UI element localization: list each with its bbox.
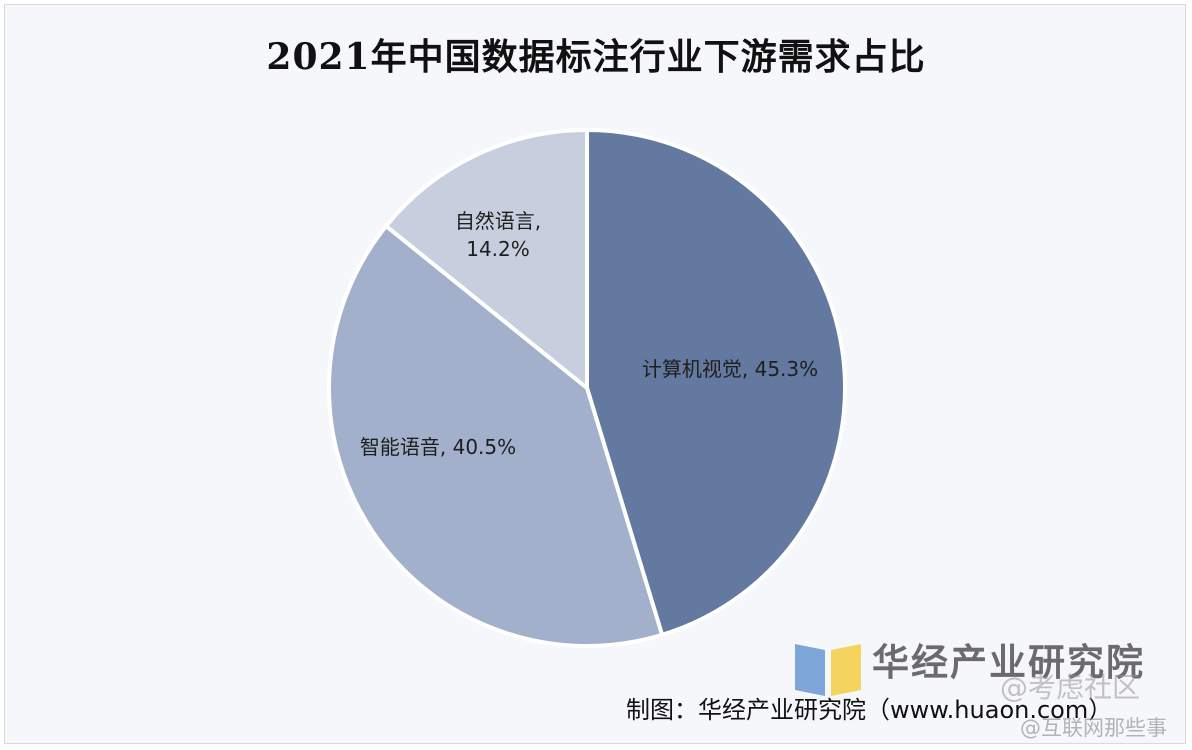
slice-label-3-line2: 14.2% [466, 237, 530, 261]
chart-title: 2021年中国数据标注行业下游需求占比 [266, 36, 926, 78]
slice-label-1: 计算机视觉, 45.3% [642, 357, 818, 381]
slice-label-2: 智能语音, 40.5% [360, 435, 516, 459]
slice-label-3-line1: 自然语言, [455, 209, 541, 233]
pie-slice-3 [384, 128, 589, 390]
pie-slice-2 [327, 224, 665, 648]
watermark-top: @考虑社区 [1000, 671, 1141, 704]
source-credit: 制图：华经产业研究院（www.huaon.com） [626, 696, 1113, 724]
huajing-logo-icon [795, 644, 861, 696]
brand-name: 华经产业研究院 [872, 641, 1145, 684]
watermark-bottom: @互联网那些事 [1020, 716, 1167, 740]
pie-slice-1 [585, 128, 847, 637]
